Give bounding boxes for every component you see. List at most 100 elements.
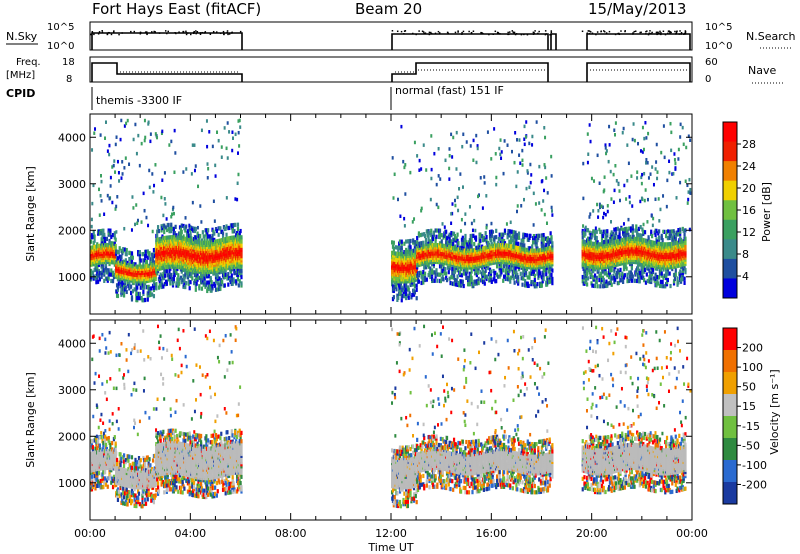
scatter-cell [151,292,154,297]
scatter-cell [184,272,187,277]
nsky-sample [130,30,132,33]
scatter-cell [122,293,126,298]
scatter-cell [423,233,427,239]
scatter-cell [178,277,181,282]
scatter-cell [155,286,158,291]
scatter-cell [400,239,403,244]
scatter-cell [131,255,134,260]
station-title: Fort Hays East (fitACF) [92,0,261,18]
cpid-mode-1: themis -3300 IF [96,94,182,107]
nsky-sample [595,33,597,36]
nsky-sample [659,30,661,33]
nsky-sample [588,30,591,32]
nsky-sample [482,32,484,35]
scatter-cell [143,285,146,290]
scatter-cell [142,252,145,257]
scatter-cell [93,238,96,243]
nsky-sample [424,32,427,34]
scatter-cell [470,269,473,274]
scatter-cell [93,267,96,273]
nsky-sample [201,31,204,34]
scatter-cell [433,278,436,283]
nsky-sample [118,33,120,36]
nsky-sample [468,30,470,33]
nave-tick-bottom: 0 [705,74,711,85]
nsky-sample [679,30,681,32]
nsky-sample [144,31,147,34]
scatter-cell [180,229,183,234]
nsky-sample [215,31,218,33]
nsky-sample [90,33,92,36]
nsky-sample [684,32,687,34]
nsky-sample [121,32,123,34]
freq-label: Freq. [16,57,41,68]
cpid-mode-2: normal (fast) 151 IF [395,84,504,97]
scatter-cell [495,228,498,233]
nsky-sample [178,31,180,33]
nsky-sample [511,30,514,32]
scatter-cell [148,251,151,256]
nsky-sample [684,33,687,35]
scatter-cell [189,280,192,285]
scatter-cell [430,228,433,233]
scatter-cell [161,274,164,279]
scatter-cell [92,240,95,246]
nsky-sample [462,30,465,33]
nsky-sample [189,33,192,36]
scatter-cell [175,281,178,286]
nsky-sample [199,32,202,34]
scatter-cell [456,274,459,279]
scatter-cell [137,249,140,255]
scatter-cell [100,272,103,278]
nsky-sample [106,33,109,36]
nsky-noise [90,30,687,36]
scatter-cell [453,269,457,274]
scatter-cell [196,231,199,236]
nsky-sample [185,32,187,34]
nsky-sample [446,31,449,34]
nsky-frame [89,21,693,51]
scatter-cell [442,277,445,282]
nsky-sample [550,33,552,36]
nsky-sample [113,30,115,32]
scatter-cell [181,278,184,283]
scatter-cell [174,268,177,273]
nsky-sample [586,32,589,34]
nsky-sample [656,33,658,36]
scatter-cell [124,258,127,263]
nsky-sample [437,30,440,33]
scatter-cell [400,245,403,251]
scatter-cell [210,280,213,285]
scatter-cell [156,225,160,230]
nsky-sample [164,30,167,32]
scatter-cell [130,290,133,296]
scatter-cell [111,270,115,275]
freq-panel: Freq. [MHz] 18 8 60 0 Nave [6,56,784,85]
nsky-sample [603,30,605,32]
scatter-cell [102,264,105,269]
scatter-cell [136,295,139,301]
scatter-cell [221,279,224,285]
nsky-sample [421,30,424,33]
nsky-sample [646,30,648,32]
scatter-cell [194,287,197,292]
nsky-sample [507,31,509,34]
nsky-sample [544,33,547,36]
scatter-cell [130,251,134,256]
scatter-cell [117,281,120,286]
scatter-cell [129,250,132,256]
scatter-cell [395,287,398,292]
nsky-sample [93,33,95,36]
nsky-sample [618,33,621,36]
scatter-cell [227,282,230,287]
scatter-cell [90,273,93,278]
scatter-cell [445,229,448,234]
scatter-cell [187,271,190,276]
scatter-cell [444,267,447,272]
scatter-cell [157,285,161,290]
scatter-cell [125,247,128,253]
scatter-cell [152,294,156,299]
nsky-sample [651,31,653,34]
nsky-sample [447,32,449,34]
scatter-cell [457,241,460,246]
